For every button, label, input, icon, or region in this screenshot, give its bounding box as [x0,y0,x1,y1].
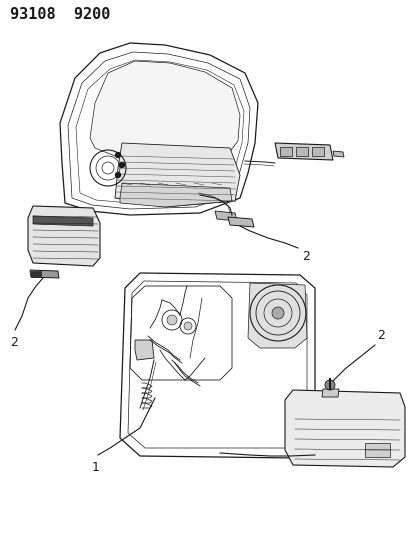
Circle shape [115,173,120,177]
Circle shape [166,315,177,325]
Text: 2: 2 [301,250,309,263]
Bar [279,147,291,156]
Circle shape [271,307,283,319]
Polygon shape [247,283,306,348]
Text: 2: 2 [10,336,18,349]
Polygon shape [33,216,93,226]
Polygon shape [228,217,254,227]
Circle shape [119,163,124,167]
Circle shape [324,380,334,390]
Circle shape [183,322,192,330]
Bar [295,147,307,156]
Polygon shape [274,143,332,160]
Polygon shape [115,143,240,207]
Polygon shape [332,151,343,157]
Polygon shape [135,340,154,360]
Bar [311,147,323,156]
Polygon shape [90,61,240,161]
Bar [31,271,41,277]
Polygon shape [284,390,404,467]
Polygon shape [321,389,338,397]
Text: 1: 1 [92,461,100,474]
Polygon shape [214,211,236,221]
Polygon shape [120,183,231,207]
Text: 2: 2 [376,329,384,342]
Text: 93108  9200: 93108 9200 [10,7,110,22]
Circle shape [115,152,120,157]
Polygon shape [30,270,59,278]
Polygon shape [28,206,100,266]
Bar [364,443,389,457]
